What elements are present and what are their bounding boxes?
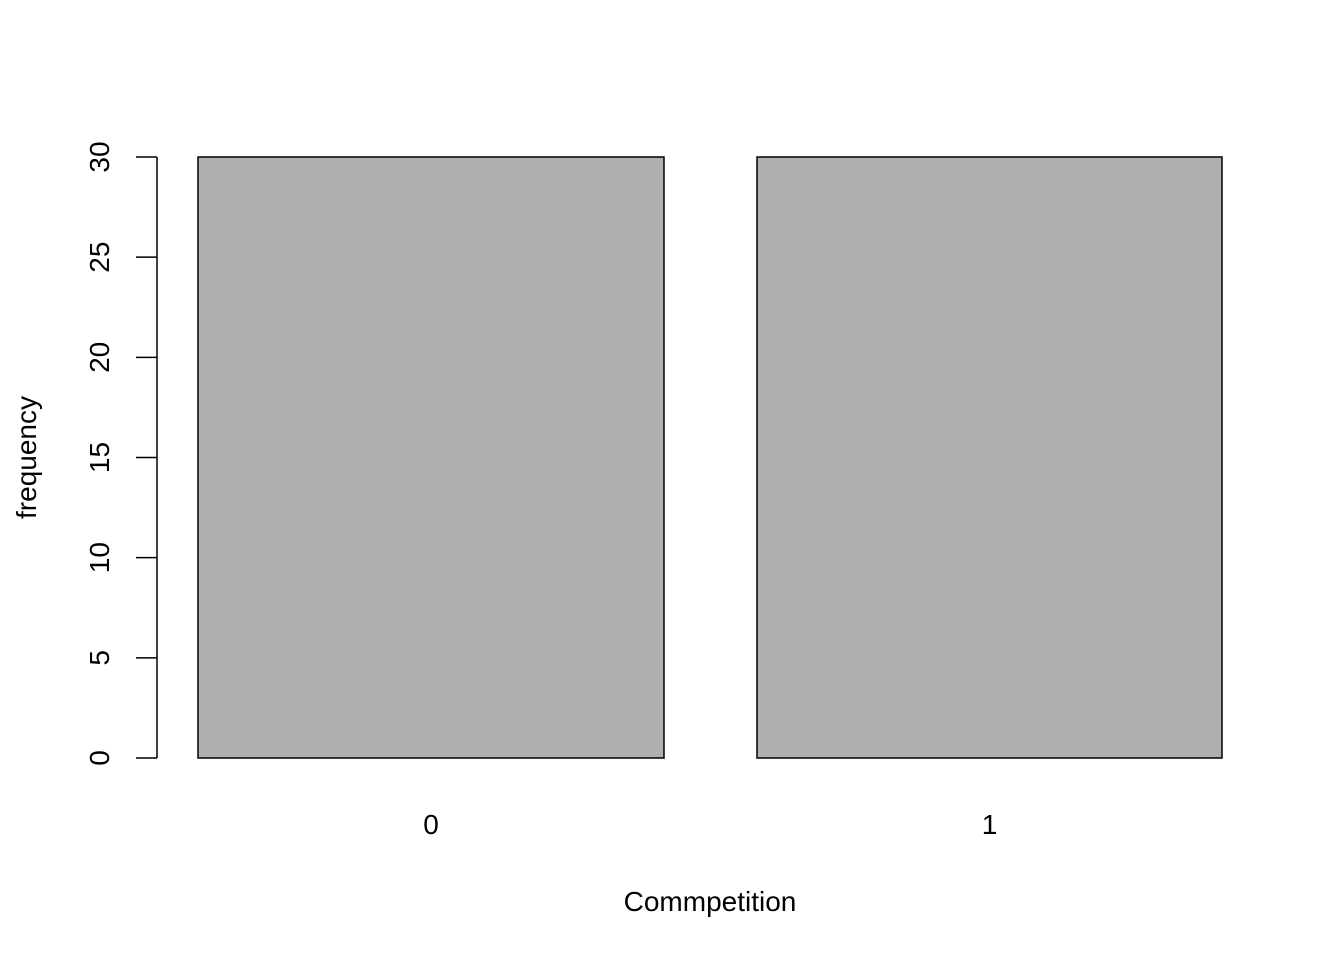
x-tick-label: 0 (423, 809, 439, 840)
y-tick-label: 0 (84, 750, 115, 766)
y-tick-label: 30 (84, 141, 115, 172)
y-tick-label: 10 (84, 542, 115, 573)
x-axis-title: Commpetition (624, 886, 797, 917)
x-tick-label: 1 (982, 809, 998, 840)
y-tick-label: 5 (84, 650, 115, 666)
bars-group (197, 156, 1223, 759)
bar-1 (756, 156, 1223, 759)
y-tick-label: 20 (84, 342, 115, 373)
y-tick-label: 15 (84, 442, 115, 473)
bar-0 (197, 156, 665, 759)
y-axis-title: frequency (11, 396, 42, 519)
y-tick-label: 25 (84, 242, 115, 273)
y-axis: 0 5 10 15 20 25 30 (84, 141, 158, 766)
